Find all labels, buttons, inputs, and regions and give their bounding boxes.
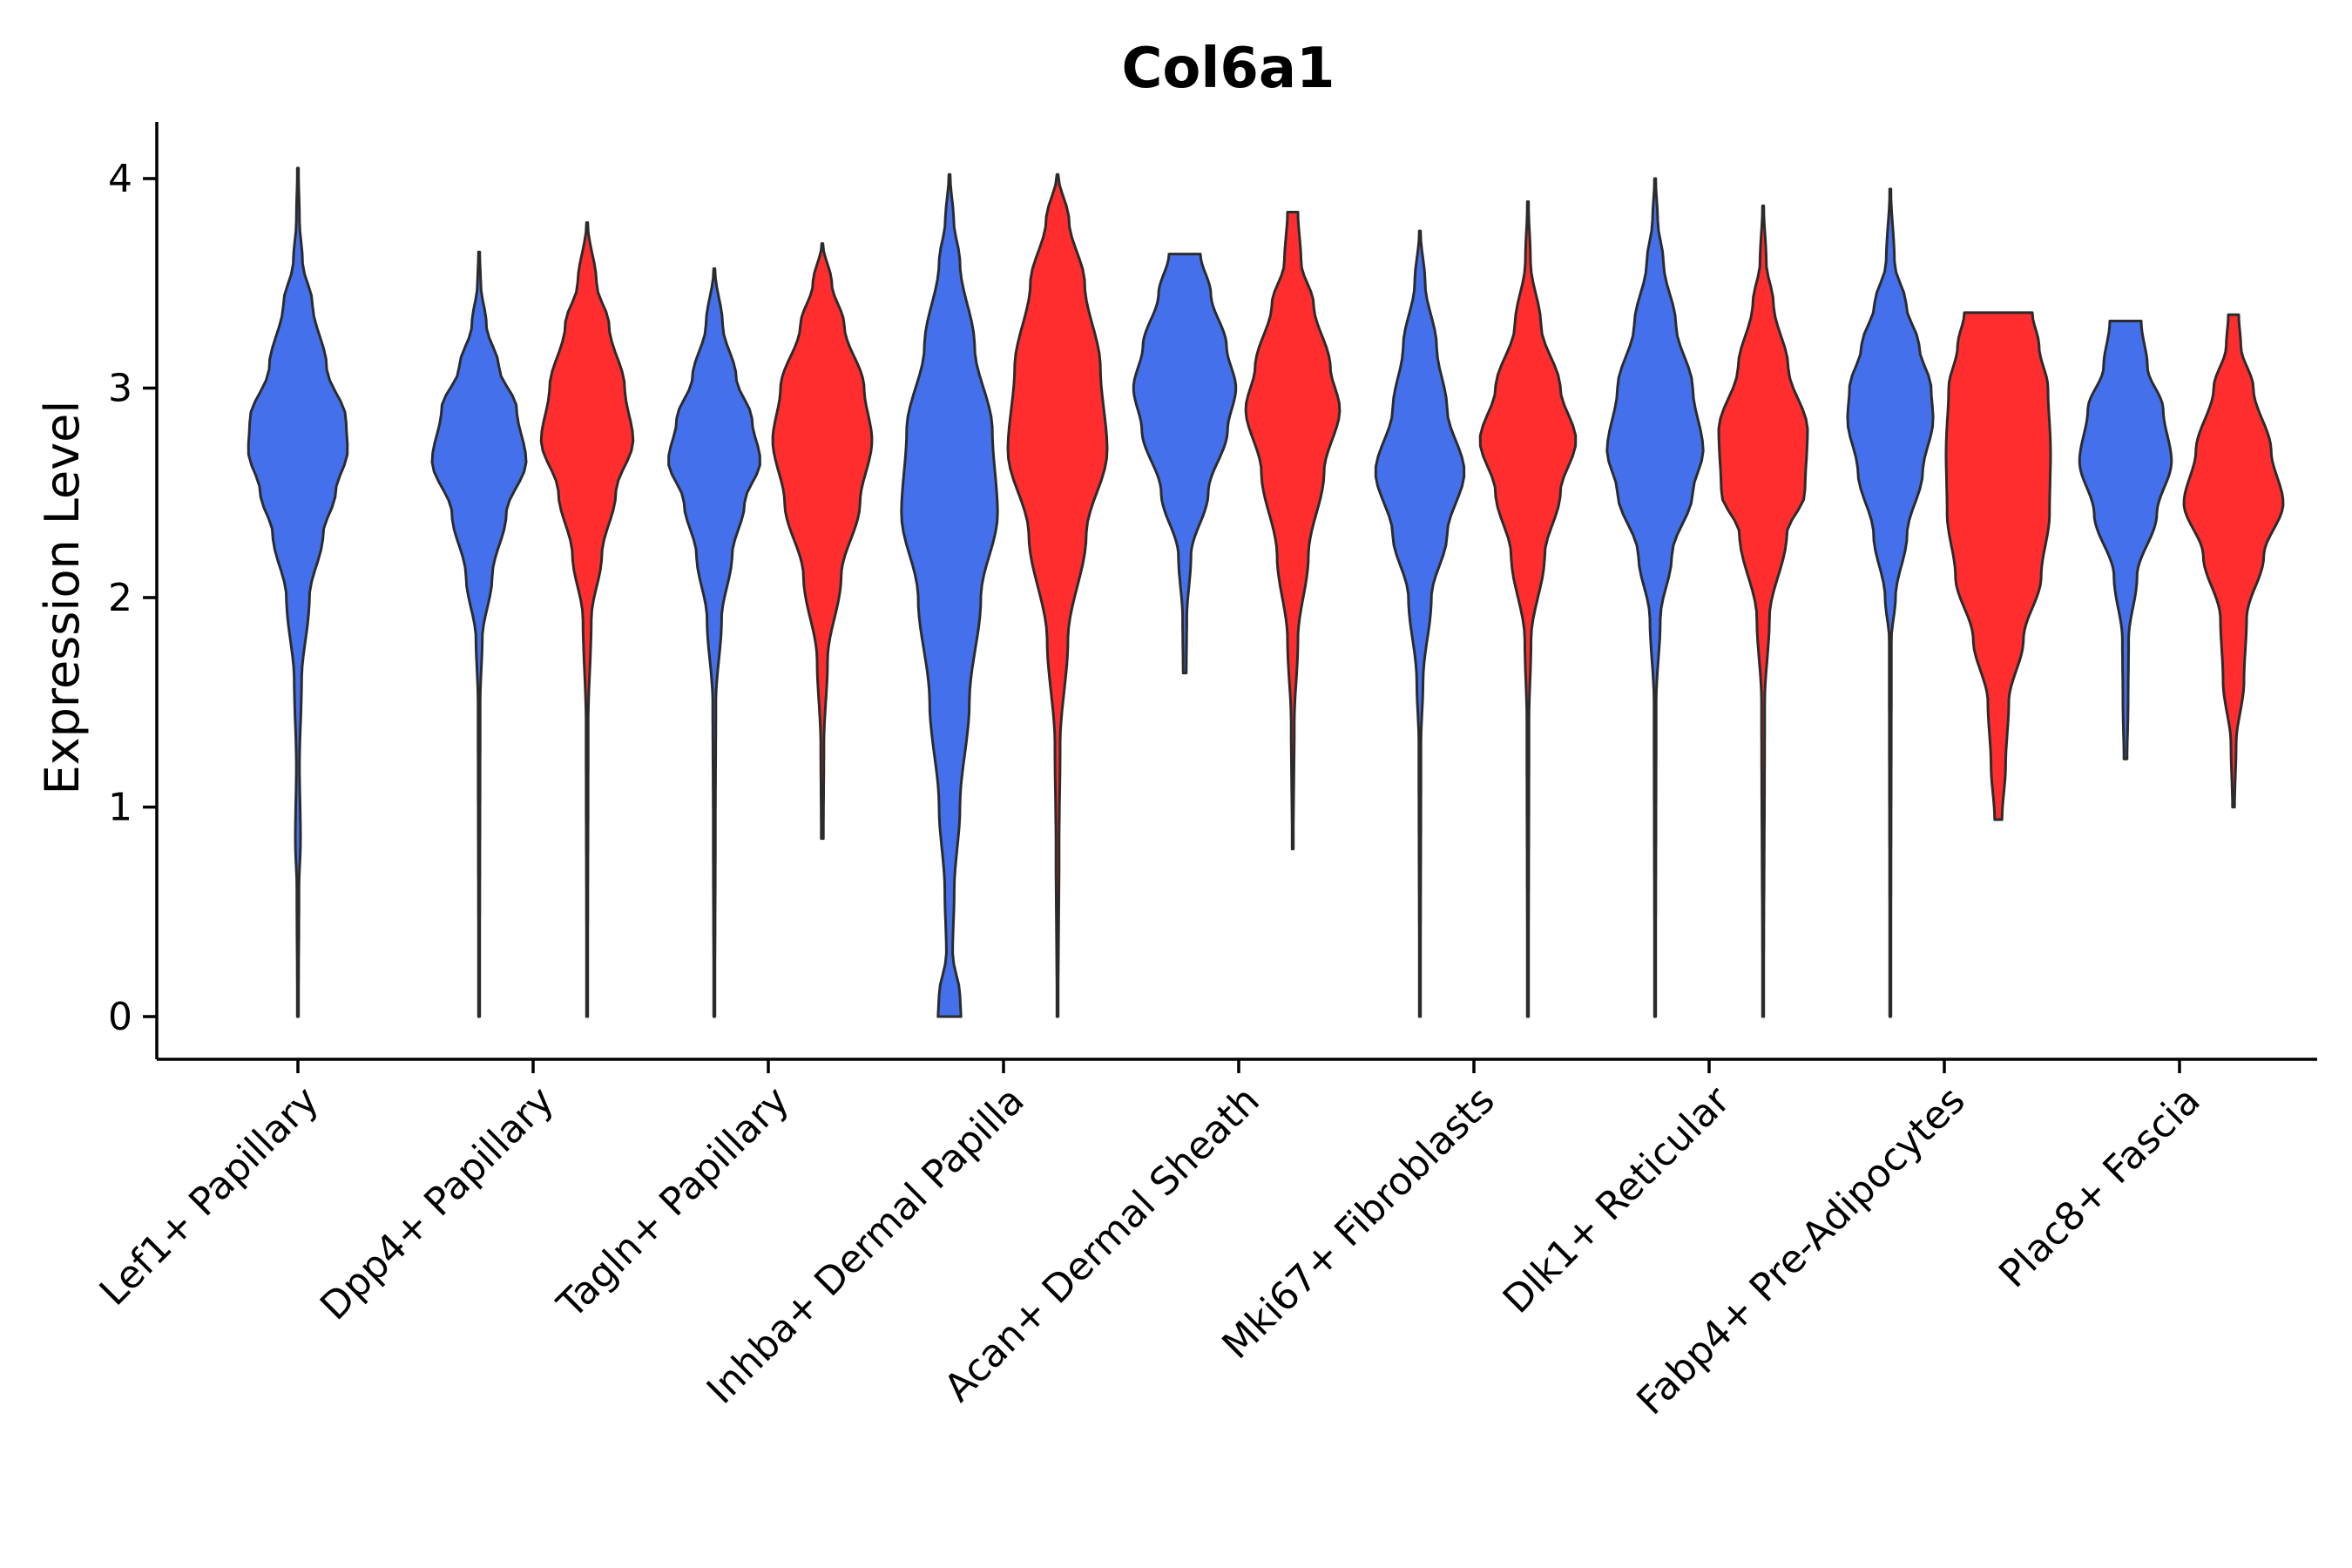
violin-blue-plac8-fascia — [2078, 320, 2173, 760]
x-tick-label-dlk1-reticular: Dlk1+ Reticular — [1495, 1078, 1740, 1322]
violin-red-dlk1-reticular — [1717, 204, 1809, 1018]
violin-red-inhba-dermal-papilla — [1006, 172, 1109, 1018]
x-tick-label-dpp4-papillary: Dpp4+ Papillary — [312, 1078, 563, 1329]
violin-blue-acan-dermal-sheath — [1132, 253, 1238, 675]
y-tick-label-3: 3 — [108, 367, 132, 411]
violin-red-acan-dermal-sheath — [1244, 211, 1342, 851]
violin-blue-fabp4-pre-adipocytes — [1846, 187, 1935, 1018]
x-tick-label-lef1-papillary: Lef1+ Papillary — [91, 1078, 328, 1315]
y-tick-label-2: 2 — [108, 576, 132, 620]
y-axis-title: Expression Level — [35, 401, 90, 795]
y-tick-label-1: 1 — [108, 786, 132, 830]
y-tick-label-0: 0 — [108, 995, 132, 1039]
violins-layer — [247, 166, 2285, 1018]
chart-title: Col6a1 — [1121, 37, 1335, 101]
x-tick-label-plac8-fascia: Plac8+ Fascia — [1990, 1078, 2209, 1297]
violin-blue-dlk1-reticular — [1605, 177, 1705, 1018]
violin-red-dpp4-papillary — [539, 221, 635, 1018]
x-tick-label-mki67-fibroblasts: Mki67+ Fibroblasts — [1213, 1078, 1503, 1368]
x-tick-label-tagln-papillary: Tagln+ Papillary — [549, 1078, 798, 1328]
violin-blue-lef1-papillary — [247, 166, 349, 1018]
violin-blue-inhba-dermal-papilla — [900, 172, 999, 1018]
y-tick-label-4: 4 — [108, 157, 132, 201]
violin-blue-dpp4-papillary — [430, 250, 528, 1018]
violin-red-plac8-fascia — [2182, 313, 2285, 808]
violin-red-tagln-papillary — [771, 242, 874, 841]
violin-blue-mki67-fibroblasts — [1374, 229, 1466, 1018]
violin-red-mki67-fibroblasts — [1478, 200, 1578, 1018]
violin-red-fabp4-pre-adipocytes — [1944, 311, 2052, 821]
violin-blue-tagln-papillary — [667, 267, 761, 1018]
